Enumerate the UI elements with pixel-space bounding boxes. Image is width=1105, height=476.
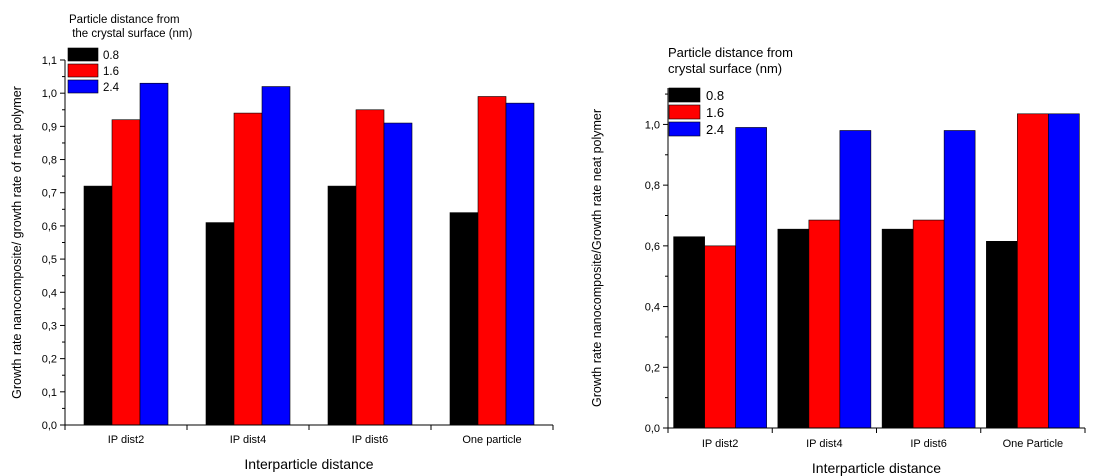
legend-title-line: Particle distance from bbox=[69, 14, 180, 26]
y-tick-label: 0,0 bbox=[645, 423, 660, 435]
y-tick-label: 1,0 bbox=[42, 88, 57, 100]
x-tick-label: IP dist4 bbox=[806, 438, 843, 450]
bar-2_4-3 bbox=[1048, 113, 1080, 429]
x-tick-label: IP dist2 bbox=[702, 438, 739, 450]
x-tick-label: One Particle bbox=[1003, 438, 1064, 450]
y-tick-label: 0,8 bbox=[645, 180, 660, 192]
bar-1_6-3 bbox=[1017, 113, 1049, 429]
y-tick-label: 0,4 bbox=[42, 287, 57, 299]
y-tick-label: 0,4 bbox=[645, 302, 660, 314]
bar-1_6-0 bbox=[704, 245, 736, 429]
y-tick-label: 0,2 bbox=[42, 354, 57, 366]
x-axis-label: Interparticle distance bbox=[812, 460, 941, 476]
y-tick-label: 0,7 bbox=[42, 188, 57, 200]
bar-1_6-0 bbox=[111, 119, 141, 426]
legend-swatch-2_4 bbox=[668, 121, 701, 137]
y-tick-label: 0,0 bbox=[42, 420, 57, 432]
legend-title-line: crystal surface (nm) bbox=[668, 61, 782, 76]
y-tick-label: 1,1 bbox=[42, 55, 57, 67]
x-tick-label: IP dist6 bbox=[352, 434, 389, 446]
x-tick-label: IP dist2 bbox=[108, 434, 145, 446]
legend-swatch-0_8 bbox=[668, 87, 701, 103]
legend-label: 2.4 bbox=[706, 122, 724, 137]
legend-swatch-1_6 bbox=[668, 104, 701, 120]
bar-2_4-0 bbox=[139, 82, 169, 426]
legend-swatch-1_6 bbox=[67, 63, 99, 78]
bar-1_6-2 bbox=[355, 109, 385, 426]
legend-label: 0.8 bbox=[706, 88, 724, 103]
bar-2_4-0 bbox=[735, 127, 767, 429]
chart-left: 0,0 0,1 0,2 0,3 0,4 0,5 0,6 0,7 0,8 0,9 1,0 1,1 IP d… bbox=[10, 14, 554, 472]
y-tick-label: 0,6 bbox=[42, 221, 57, 233]
y-tick-label: 0,5 bbox=[42, 254, 57, 266]
bar-1_6-1 bbox=[233, 112, 263, 426]
bar-2_4-3 bbox=[505, 102, 535, 426]
bar-2_4-1 bbox=[839, 130, 872, 429]
y-axis-label: Growth rate nanocomposite/Growth rate ne… bbox=[590, 109, 604, 407]
bar-0_8-2 bbox=[881, 228, 914, 429]
bar-0_8-1 bbox=[205, 222, 235, 426]
legend-label: 2.4 bbox=[103, 82, 120, 94]
bar-0_8-0 bbox=[673, 236, 705, 429]
bar-1_6-3 bbox=[477, 96, 507, 426]
bar-0_8-1 bbox=[777, 228, 810, 429]
legend-title-line: Particle distance from bbox=[668, 45, 793, 60]
bar-0_8-2 bbox=[327, 185, 357, 426]
legend-title: Particle distance from crystal surface (n… bbox=[668, 45, 793, 76]
x-tick-label: One particle bbox=[462, 434, 521, 446]
legend-label: 1.6 bbox=[706, 105, 724, 120]
chart-right: 0,0 0,2 0,4 0,6 0,8 1,0 IP dist2 IP dist4 IP dis… bbox=[590, 45, 1086, 476]
bar-1_6-1 bbox=[808, 219, 841, 429]
x-tick-label: IP dist4 bbox=[230, 434, 267, 446]
y-tick-label: 0,8 bbox=[42, 155, 57, 167]
bar-0_8-3 bbox=[449, 212, 479, 426]
legend-title: Particle distance from the crystal surfa… bbox=[69, 14, 193, 40]
y-tick-label: 0,3 bbox=[42, 320, 57, 332]
y-tick-label: 0,1 bbox=[42, 387, 57, 399]
bar-2_4-2 bbox=[943, 130, 976, 429]
legend-swatch-2_4 bbox=[67, 79, 99, 94]
bar-2_4-2 bbox=[383, 122, 413, 426]
legend-swatch-0_8 bbox=[67, 47, 99, 62]
bar-0_8-0 bbox=[83, 185, 113, 426]
bar-1_6-2 bbox=[912, 219, 945, 429]
x-tick-label: IP dist6 bbox=[910, 438, 947, 450]
x-axis-label: Interparticle distance bbox=[244, 456, 373, 472]
y-tick-label: 1,0 bbox=[645, 119, 660, 131]
legend-label: 1.6 bbox=[103, 66, 119, 78]
bar-2_4-1 bbox=[261, 86, 291, 426]
y-axis-label: Growth rate nanocomposite/ growth rate o… bbox=[10, 86, 24, 399]
legend-label: 0.8 bbox=[103, 50, 119, 62]
bar-0_8-3 bbox=[986, 241, 1018, 429]
y-tick-label: 0,2 bbox=[645, 362, 660, 374]
y-tick-label: 0,9 bbox=[42, 121, 57, 133]
y-tick-label: 0,6 bbox=[645, 241, 660, 253]
legend-title-line: the crystal surface (nm) bbox=[69, 28, 193, 40]
